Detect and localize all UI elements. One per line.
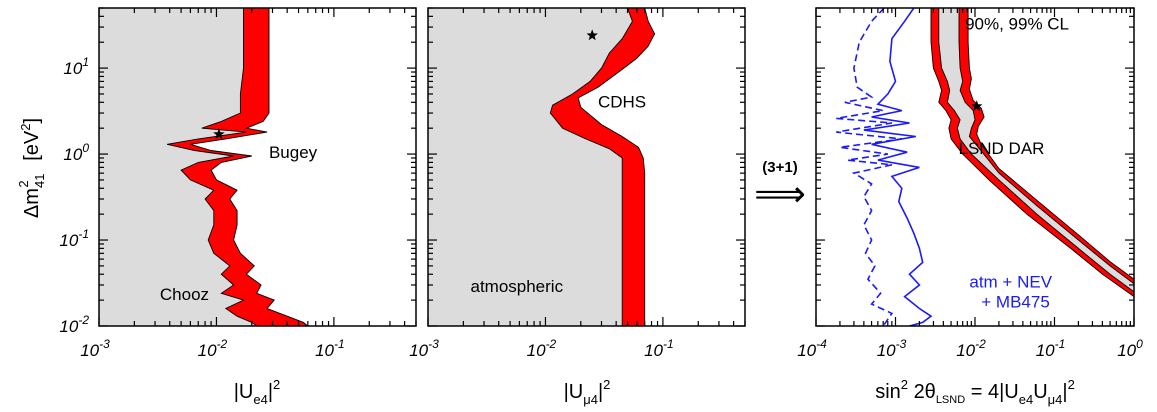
left-allowed-region [99,8,257,326]
x-axis-title-right: sin2 2θLSND = 4|Ue4Uμ4|2 [875,377,1075,407]
x-axis-title-left: |Ue4|2 [234,377,281,407]
y-title-base: Δm [21,188,43,218]
y-axis-title: Δm412 [eV2] [16,118,47,218]
svg-text:Δm412 [eV2]: Δm412 [eV2] [16,118,47,218]
left-xtick-label: 10-3 [80,337,110,360]
atm-nev-mb475-90-line [836,8,902,326]
1-annotation: CDHS [598,92,646,111]
x-axis-title-middle: |Uμ4|2 [564,377,611,407]
left-ytick-label: 101 [63,55,89,78]
middle-xtick-label: 10-1 [644,337,674,360]
frame-middle [427,7,746,327]
1-annotation: atmospheric [470,277,563,296]
left-cl-band [167,8,309,326]
lsnd-90-region [938,8,1134,293]
right-best-fit-star [971,100,983,112]
arrow-label: (3+1) [762,159,797,176]
y-title-unit-sup: 2 [18,124,33,131]
y-title-unit: [eV [21,130,43,161]
left-xtick-label: 10-1 [315,337,345,360]
y-title-sub: 41 [32,174,47,188]
right-xtick-label: 100 [1117,337,1143,360]
right-xtick-label: 10-4 [797,337,827,360]
middle-best-fit-star [586,29,598,41]
left-ytick-label: 10-1 [59,227,89,250]
middle-cl-band [549,8,656,326]
right-xtick-label: 10-1 [1036,337,1066,360]
left-ytick-label: 100 [63,141,89,164]
left-xtick-label: 10-2 [198,337,228,360]
panel-middle-umu4: 10-3 10-2 10-1 CDHS atmospheric [409,7,746,360]
right-xtick-label: 10-2 [956,337,986,360]
right-xtick-label: 10-3 [877,337,907,360]
2-annotation: LSND DAR [958,139,1044,158]
2-annotation: atm + NEV [969,273,1052,292]
implies-arrow-icon: ⟹ [754,174,806,215]
2-annotation: + MB475 [981,292,1050,311]
atm-nev-mb475-99-line [863,8,933,326]
y-title-sup: 2 [16,180,31,187]
2-annotation: 90%, 99% CL [965,15,1069,34]
frame-right [815,7,1135,327]
plot-area-right [816,8,1134,326]
left-best-fit-star [213,128,225,140]
frame-left [98,7,417,327]
left-ytick-label: 10-2 [59,313,89,336]
0-annotation: Chooz [160,285,209,304]
panel-right-sin2: 10-4 10-3 10-2 10-1 100 90%, 99% CL LSND DAR a… [797,7,1143,360]
y-title-unit-close: ] [21,118,43,124]
middle-xtick-label: 10-3 [409,337,439,360]
middle-xtick-label: 10-2 [527,337,557,360]
0-annotation: Bugey [269,143,318,162]
